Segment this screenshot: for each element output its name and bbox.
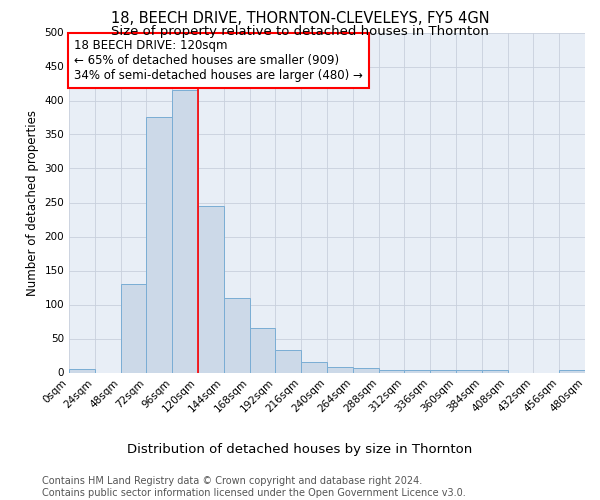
Bar bbox=[379, 370, 404, 372]
Text: Contains HM Land Registry data © Crown copyright and database right 2024.
Contai: Contains HM Land Registry data © Crown c… bbox=[42, 476, 466, 498]
Bar bbox=[146, 118, 172, 372]
Bar bbox=[172, 90, 198, 372]
Bar bbox=[353, 368, 379, 372]
Bar bbox=[69, 369, 95, 372]
Bar bbox=[121, 284, 146, 372]
Bar bbox=[482, 370, 508, 372]
Text: 18, BEECH DRIVE, THORNTON-CLEVELEYS, FY5 4GN: 18, BEECH DRIVE, THORNTON-CLEVELEYS, FY5… bbox=[110, 11, 490, 26]
Y-axis label: Number of detached properties: Number of detached properties bbox=[26, 110, 39, 296]
Bar bbox=[224, 298, 250, 372]
Text: 18 BEECH DRIVE: 120sqm
← 65% of detached houses are smaller (909)
34% of semi-de: 18 BEECH DRIVE: 120sqm ← 65% of detached… bbox=[74, 40, 363, 82]
Bar bbox=[404, 370, 430, 372]
Bar bbox=[301, 362, 327, 372]
Text: Size of property relative to detached houses in Thornton: Size of property relative to detached ho… bbox=[111, 25, 489, 38]
Bar bbox=[456, 370, 482, 372]
Bar bbox=[275, 350, 301, 372]
Text: Distribution of detached houses by size in Thornton: Distribution of detached houses by size … bbox=[127, 442, 473, 456]
Bar bbox=[327, 367, 353, 372]
Bar bbox=[250, 328, 275, 372]
Bar bbox=[430, 370, 456, 372]
Bar bbox=[559, 370, 585, 372]
Bar bbox=[198, 206, 224, 372]
